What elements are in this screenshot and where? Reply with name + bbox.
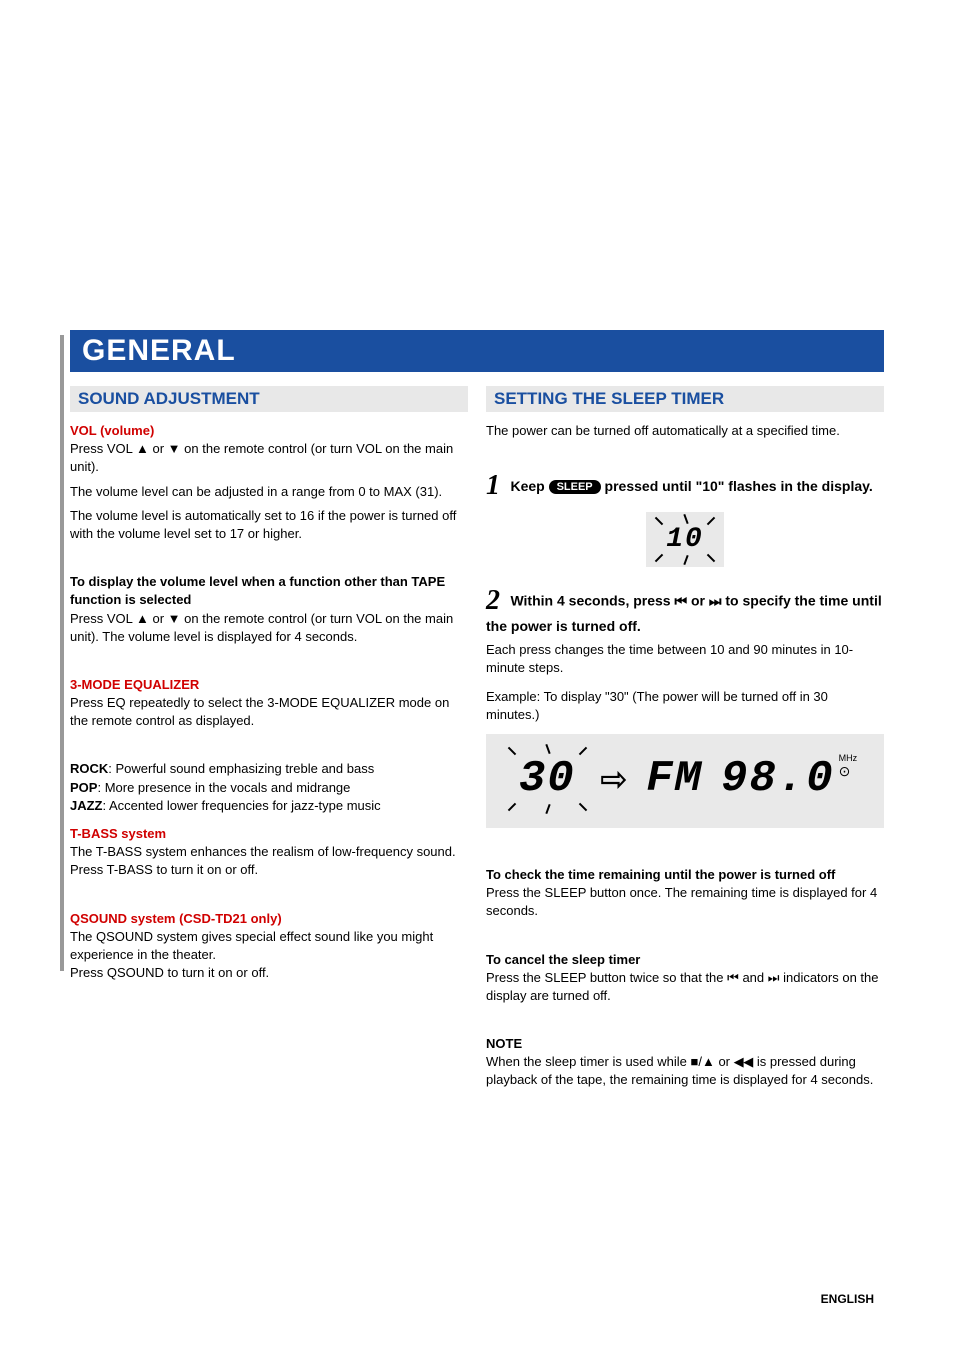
page-title: GENERAL [70, 330, 884, 372]
left-column: SOUND ADJUSTMENT VOL (volume) Press VOL … [70, 386, 468, 1100]
step2-note: Each press changes the time between 10 a… [486, 641, 884, 677]
display-1-value: 10 [666, 524, 704, 555]
vol-line-pre: Press VOL [70, 441, 136, 456]
reverse-icon-2 [743, 1054, 753, 1069]
vol-block: VOL (volume) Press VOL or on the remote … [70, 422, 468, 543]
rock-text: : Powerful sound emphasizing treble and … [108, 761, 374, 776]
right-column: SETTING THE SLEEP TIMER The power can be… [486, 386, 884, 1100]
step-1-number: 1 [486, 470, 500, 502]
tbass-text2: Press T-BASS to turn it on or off. [70, 862, 258, 877]
jazz-label: JAZZ [70, 798, 103, 813]
note-2: or [718, 1054, 733, 1069]
example-label: Example: To display "30" (The power will… [486, 688, 884, 724]
cancel-pre: Press the SLEEP button twice so that the [486, 970, 727, 985]
cancel-mid: and [742, 970, 767, 985]
vol-display-pre: Press VOL [70, 611, 136, 626]
display-2-freq: 98.0 [721, 754, 835, 804]
pop-label: POP [70, 780, 97, 795]
note-heading: NOTE [486, 1036, 522, 1051]
skip-next-icon [709, 593, 722, 609]
note-1: When the sleep timer is used while [486, 1054, 690, 1069]
vol-auto16-note: The volume level is automatically set to… [70, 508, 456, 541]
vol-down-icon [168, 441, 181, 456]
sleep-button-icon: SLEEP [549, 480, 601, 494]
step2-pre: Within 4 seconds, press [510, 593, 674, 609]
tbass-text: The T-BASS system enhances the realism o… [70, 844, 456, 859]
vol-label: VOL (volume) [70, 422, 154, 440]
qsound-heading: QSOUND system (CSD-TD21 only) [70, 910, 282, 928]
qsound-text2: Press QSOUND to turn it on or off. [70, 965, 269, 980]
vol-line-mid: or [152, 441, 167, 456]
vol-display-heading: To display the volume level when a funct… [70, 574, 445, 607]
skip-prev-icon-2 [727, 970, 739, 985]
eq-block: 3-MODE EQUALIZER Press EQ repeatedly to … [70, 676, 468, 731]
two-column-layout: SOUND ADJUSTMENT VOL (volume) Press VOL … [70, 386, 884, 1100]
sleep-intro: The power can be turned off automaticall… [486, 422, 884, 440]
skip-next-icon-2 [768, 970, 780, 985]
language-footer: ENGLISH [821, 1292, 874, 1306]
eq-heading: 3-MODE EQUALIZER [70, 676, 199, 694]
rock-label: ROCK [70, 761, 108, 776]
left-margin-rule [60, 335, 64, 971]
qsound-text: The QSOUND system gives special effect s… [70, 929, 433, 962]
vol-display-block: To display the volume level when a funct… [70, 573, 468, 646]
display-2-band: FM [646, 754, 703, 804]
display-2-timer: 30 [519, 754, 576, 804]
eq-text: Press EQ repeatedly to select the 3-MODE… [70, 695, 449, 728]
note-block: NOTE When the sleep timer is used while … [486, 1035, 884, 1090]
vol-range-note: The volume level can be adjusted in a ra… [70, 484, 442, 499]
cancel-block: To cancel the sleep timer Press the SLEE… [486, 951, 884, 1006]
cancel-heading: To cancel the sleep timer [486, 952, 640, 967]
tbass-heading: T-BASS system [70, 825, 166, 843]
check-text: Press the SLEEP button once. The remaini… [486, 885, 877, 918]
check-block: To check the time remaining until the po… [486, 866, 884, 921]
step1-post: pressed until "10" flashes in the displa… [605, 478, 873, 494]
vol-down-icon-2 [168, 611, 181, 626]
skip-prev-icon [674, 593, 687, 609]
step2-mid: or [691, 593, 709, 609]
manual-page: GENERAL SOUND ADJUSTMENT VOL (volume) Pr… [0, 0, 954, 1351]
eq-modes: ROCK: Powerful sound emphasizing treble … [70, 760, 468, 815]
arrow-right-icon [600, 752, 629, 806]
vol-up-icon [136, 441, 149, 456]
step1-pre: Keep [510, 478, 548, 494]
tbass-block: T-BASS system The T-BASS system enhances… [70, 825, 468, 880]
display-panel-2: 30 FM 98.0 MHz ⊙ [486, 734, 884, 828]
sleep-timer-heading: SETTING THE SLEEP TIMER [486, 386, 884, 412]
step-1: 1 Keep SLEEP pressed until "10" flashes … [486, 470, 884, 567]
qsound-block: QSOUND system (CSD-TD21 only) The QSOUND… [70, 910, 468, 983]
freq-unit: MHz [839, 754, 858, 763]
vol-display-mid: or [152, 611, 167, 626]
pop-text: : More presence in the vocals and midran… [97, 780, 350, 795]
stop-eject-icon [690, 1054, 714, 1069]
jazz-text: : Accented lower frequencies for jazz-ty… [103, 798, 381, 813]
sound-adjustment-heading: SOUND ADJUSTMENT [70, 386, 468, 412]
check-heading: To check the time remaining until the po… [486, 867, 835, 882]
display-panel-1: 10 [646, 512, 724, 567]
step-2: 2 Within 4 seconds, press or to specify … [486, 585, 884, 828]
stereo-icon: ⊙ [839, 763, 858, 780]
step-2-number: 2 [486, 585, 500, 617]
vol-up-icon-2 [136, 611, 149, 626]
